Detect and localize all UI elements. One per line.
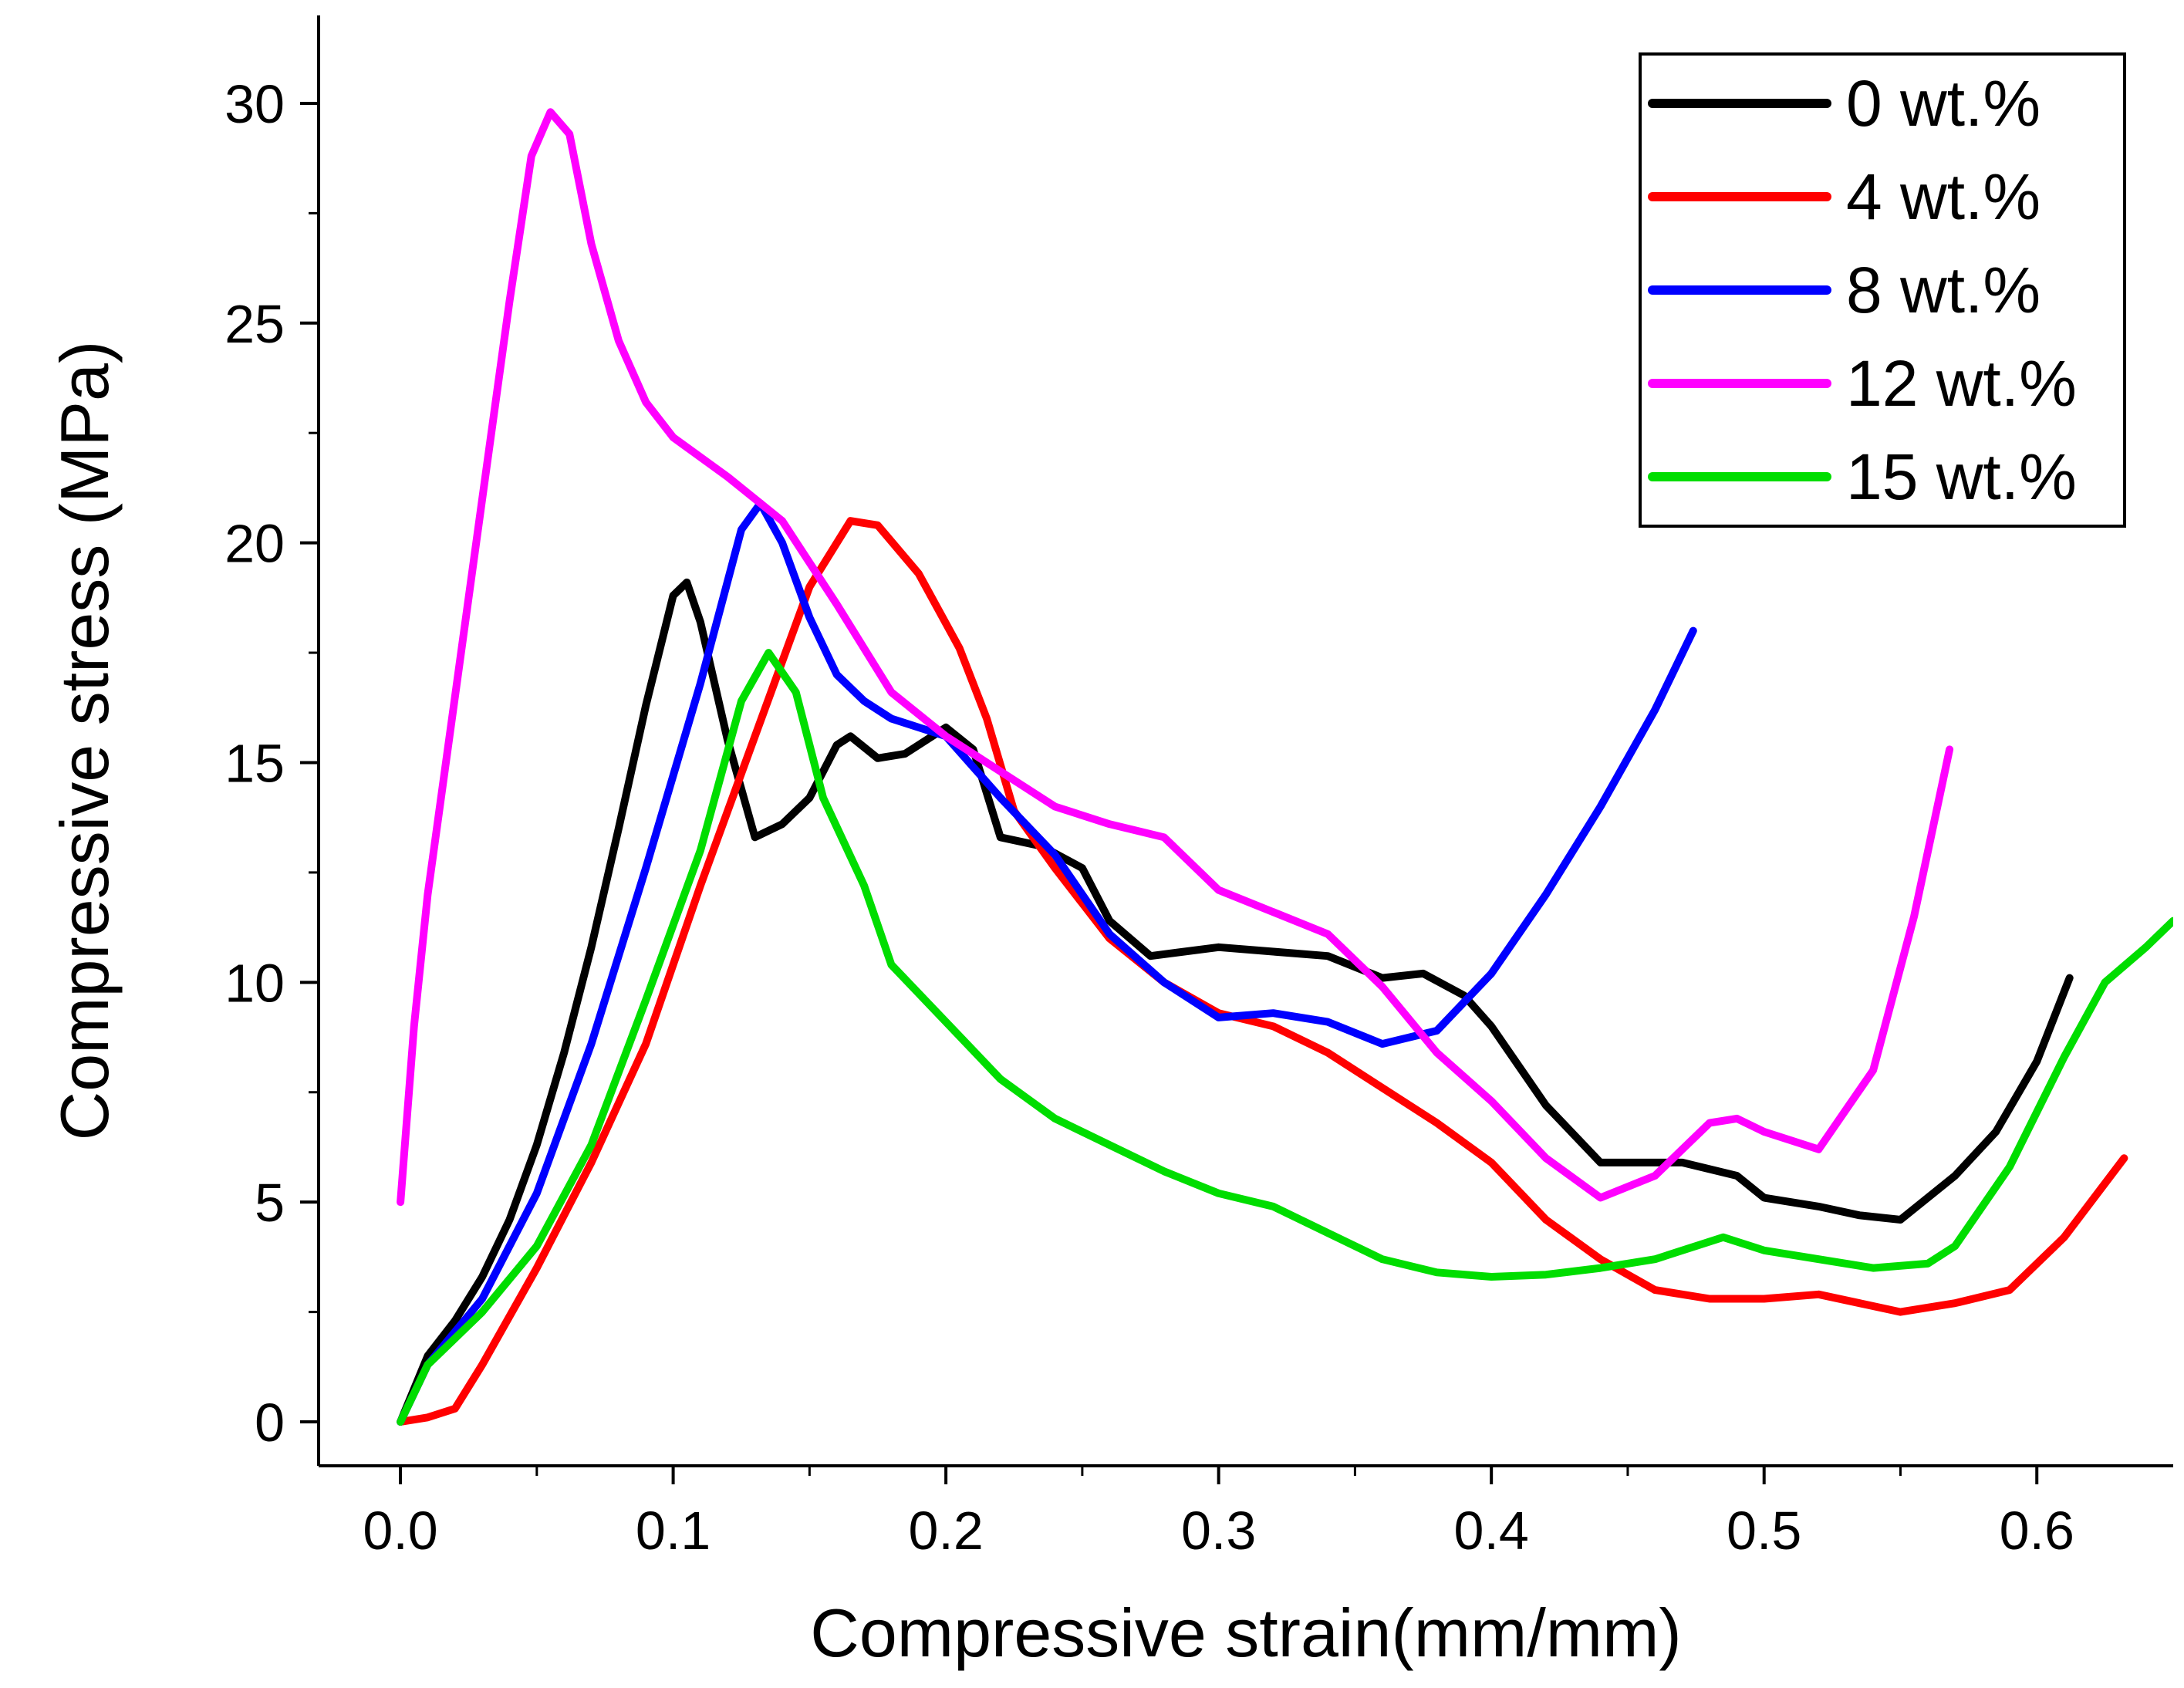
y-tick-label: 30 [224,74,285,134]
y-tick-label: 15 [224,733,285,793]
series-line-0-wt [397,578,2074,1426]
y-tick-label: 25 [224,294,285,354]
series-line-12-wt [397,108,1954,1207]
x-tick-label: 0.4 [1454,1501,1529,1561]
x-tick-label: 0.6 [2000,1501,2074,1561]
legend-label-12-wt: 12 wt.% [1846,347,2077,420]
y-tick-label: 20 [224,514,285,574]
x-tick-label: 0.5 [1727,1501,1801,1561]
x-tick-label: 0.2 [908,1501,983,1561]
y-tick-label: 5 [255,1173,285,1233]
legend-label-4-wt: 4 wt.% [1846,160,2041,233]
legend-label-0-wt: 0 wt.% [1846,67,2041,140]
axes: 0 5 10 15 20 25 30 0.0 0.1 0.2 0.3 0.4 0.5 0.6 [224,15,2173,1561]
legend: 0 wt.% 4 wt.% 8 wt.% 12 wt.% 15 wt.% [1639,52,2126,528]
legend-label-15-wt: 15 wt.% [1846,441,2077,513]
x-axis-title: Compressive strain(mm/mm) [810,1595,1681,1671]
y-tick-label: 10 [224,953,285,1013]
x-tick-label: 0.0 [363,1501,437,1561]
y-axis-title: Compressive stress (MPa) [46,341,123,1141]
series-line-8-wt [397,499,1697,1426]
series-layer [397,108,2173,1426]
y-tick-label: 0 [255,1393,285,1453]
legend-label-8-wt: 8 wt.% [1846,254,2041,326]
series-line-15-wt [397,649,2173,1426]
x-tick-label: 0.1 [636,1501,711,1561]
x-tick-label: 0.3 [1181,1501,1256,1561]
